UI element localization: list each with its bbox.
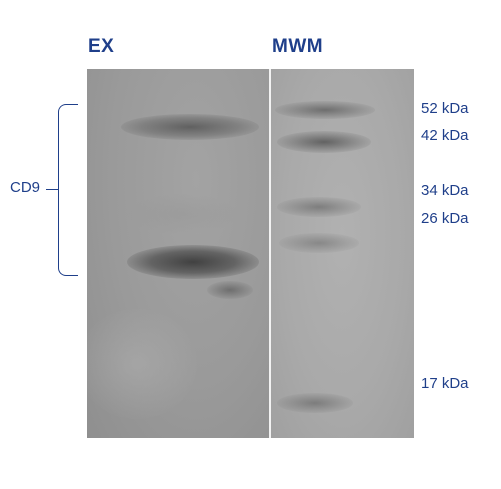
smear-ex-bottom (87, 309, 197, 419)
marker-label-26: 26 kDa (421, 210, 469, 227)
cd9-tick (46, 189, 58, 190)
marker-label-34: 34 kDa (421, 182, 469, 199)
lane-divider (269, 69, 271, 438)
band-ex-upper (121, 114, 259, 140)
lane-label-ex: EX (88, 36, 115, 57)
band-mwm-34 (277, 197, 361, 217)
band-ex-lower (207, 281, 253, 299)
marker-label-42: 42 kDa (421, 127, 469, 144)
band-mwm-26 (279, 233, 359, 253)
blot-lane-ex (87, 69, 269, 438)
cd9-bracket (58, 104, 78, 276)
marker-label-17: 17 kDa (421, 375, 469, 392)
blot-lane-mwm (271, 69, 414, 438)
band-mwm-17 (277, 393, 353, 413)
marker-label-52: 52 kDa (421, 100, 469, 117)
band-ex-faint (127, 194, 237, 234)
band-mwm-42 (277, 131, 371, 153)
band-mwm-52 (275, 101, 375, 119)
band-ex-main (127, 245, 259, 279)
cd9-label: CD9 (10, 179, 41, 196)
lane-label-mwm: MWM (272, 36, 324, 57)
